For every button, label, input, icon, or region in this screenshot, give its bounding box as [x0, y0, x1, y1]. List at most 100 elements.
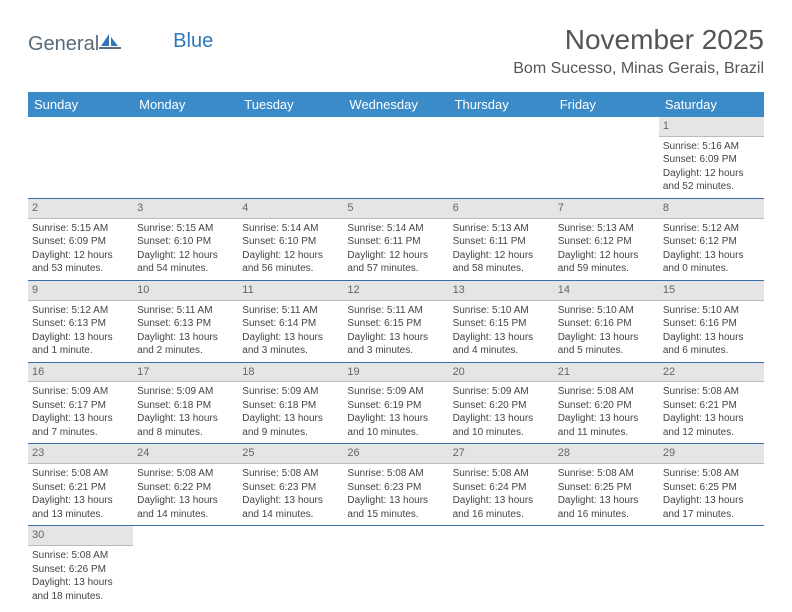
daylight-line: Daylight: 13 hours and 3 minutes.	[347, 331, 444, 358]
sunrise-line: Sunrise: 5:09 AM	[453, 385, 550, 399]
day-content: Sunrise: 5:09 AMSunset: 6:18 PMDaylight:…	[133, 382, 238, 443]
sunset-line: Sunset: 6:22 PM	[137, 481, 234, 495]
month-title: November 2025	[513, 24, 764, 56]
calendar-cell: 24 Sunrise: 5:08 AMSunset: 6:22 PMDayligh…	[133, 444, 238, 526]
day-content: Sunrise: 5:08 AMSunset: 6:23 PMDaylight:…	[343, 464, 448, 525]
day-number: 6	[449, 199, 554, 219]
calendar-cell: 17Sunrise: 5:09 AMSunset: 6:18 PMDayligh…	[133, 362, 238, 444]
sunrise-line: Sunrise: 5:14 AM	[347, 222, 444, 236]
day-number: 3	[133, 199, 238, 219]
calendar-cell	[659, 526, 764, 607]
sunset-line: Sunset: 6:16 PM	[558, 317, 655, 331]
weekday-header: Wednesday	[343, 92, 448, 117]
day-number: 11	[238, 281, 343, 301]
daylight-line: Daylight: 13 hours and 6 minutes.	[663, 331, 760, 358]
calendar-cell	[28, 117, 133, 198]
day-number: 16	[28, 363, 133, 383]
sunset-line: Sunset: 6:18 PM	[242, 399, 339, 413]
calendar-cell: 20Sunrise: 5:09 AMSunset: 6:20 PMDayligh…	[449, 362, 554, 444]
header: General Blue November 2025 Bom Sucesso, …	[28, 24, 764, 86]
day-content: Sunrise: 5:12 AMSunset: 6:13 PMDaylight:…	[28, 301, 133, 362]
daylight-line: Daylight: 13 hours and 18 minutes.	[32, 576, 129, 603]
sunrise-line: Sunrise: 5:08 AM	[137, 467, 234, 481]
day-content: Sunrise: 5:14 AMSunset: 6:11 PMDaylight:…	[343, 219, 448, 280]
calendar-cell	[238, 526, 343, 607]
day-number: 13	[449, 281, 554, 301]
sunrise-line: Sunrise: 5:09 AM	[137, 385, 234, 399]
daylight-line: Daylight: 12 hours and 56 minutes.	[242, 249, 339, 276]
calendar-row: 1Sunrise: 5:16 AMSunset: 6:09 PMDaylight…	[28, 117, 764, 198]
weekday-header: Sunday	[28, 92, 133, 117]
day-content: Sunrise: 5:13 AMSunset: 6:11 PMDaylight:…	[449, 219, 554, 280]
location-text: Bom Sucesso, Minas Gerais, Brazil	[513, 60, 764, 78]
daylight-line: Daylight: 13 hours and 16 minutes.	[558, 494, 655, 521]
sunset-line: Sunset: 6:17 PM	[32, 399, 129, 413]
calendar-cell: 15Sunrise: 5:10 AMSunset: 6:16 PMDayligh…	[659, 280, 764, 362]
daylight-line: Daylight: 13 hours and 10 minutes.	[347, 412, 444, 439]
calendar-cell: 9Sunrise: 5:12 AMSunset: 6:13 PMDaylight…	[28, 280, 133, 362]
sunset-line: Sunset: 6:13 PM	[32, 317, 129, 331]
calendar-cell	[343, 526, 448, 607]
day-number: 17	[133, 363, 238, 383]
sunset-line: Sunset: 6:25 PM	[558, 481, 655, 495]
daylight-line: Daylight: 13 hours and 14 minutes.	[137, 494, 234, 521]
daylight-line: Daylight: 13 hours and 0 minutes.	[663, 249, 760, 276]
day-number: 24	[133, 444, 238, 464]
sunset-line: Sunset: 6:24 PM	[453, 481, 550, 495]
sunrise-line: Sunrise: 5:10 AM	[663, 304, 760, 318]
daylight-line: Daylight: 13 hours and 8 minutes.	[137, 412, 234, 439]
sunrise-line: Sunrise: 5:10 AM	[558, 304, 655, 318]
weekday-header: Tuesday	[238, 92, 343, 117]
calendar-cell	[133, 526, 238, 607]
sunrise-line: Sunrise: 5:08 AM	[663, 467, 760, 481]
day-content: Sunrise: 5:08 AMSunset: 6:20 PMDaylight:…	[554, 382, 659, 443]
day-number: 10	[133, 281, 238, 301]
sunrise-line: Sunrise: 5:11 AM	[347, 304, 444, 318]
sunrise-line: Sunrise: 5:08 AM	[453, 467, 550, 481]
day-number: 25	[238, 444, 343, 464]
calendar-cell: 29Sunrise: 5:08 AMSunset: 6:25 PMDayligh…	[659, 444, 764, 526]
sunset-line: Sunset: 6:10 PM	[242, 235, 339, 249]
sunset-line: Sunset: 6:11 PM	[347, 235, 444, 249]
sunset-line: Sunset: 6:09 PM	[32, 235, 129, 249]
sunset-line: Sunset: 6:23 PM	[242, 481, 339, 495]
day-content: Sunrise: 5:08 AMSunset: 6:21 PMDaylight:…	[659, 382, 764, 443]
sunset-line: Sunset: 6:25 PM	[663, 481, 760, 495]
day-content: Sunrise: 5:08 AMSunset: 6:26 PMDaylight:…	[28, 546, 133, 607]
calendar-cell: 22Sunrise: 5:08 AMSunset: 6:21 PMDayligh…	[659, 362, 764, 444]
daylight-line: Daylight: 13 hours and 1 minute.	[32, 331, 129, 358]
daylight-line: Daylight: 13 hours and 10 minutes.	[453, 412, 550, 439]
day-content: Sunrise: 5:09 AMSunset: 6:17 PMDaylight:…	[28, 382, 133, 443]
title-block: November 2025 Bom Sucesso, Minas Gerais,…	[513, 24, 764, 86]
day-number: 8	[659, 199, 764, 219]
calendar-row: 16Sunrise: 5:09 AMSunset: 6:17 PMDayligh…	[28, 362, 764, 444]
calendar-cell	[449, 117, 554, 198]
sunset-line: Sunset: 6:12 PM	[558, 235, 655, 249]
calendar-cell: 21Sunrise: 5:08 AMSunset: 6:20 PMDayligh…	[554, 362, 659, 444]
sail-icon	[99, 32, 121, 56]
day-number: 9	[28, 281, 133, 301]
calendar-row: 30Sunrise: 5:08 AMSunset: 6:26 PMDayligh…	[28, 526, 764, 607]
day-content: Sunrise: 5:08 AMSunset: 6:25 PMDaylight:…	[659, 464, 764, 525]
brand-logo: General Blue	[28, 32, 213, 56]
calendar-cell: 10Sunrise: 5:11 AMSunset: 6:13 PMDayligh…	[133, 280, 238, 362]
brand-text-1: General	[28, 33, 99, 56]
day-content: Sunrise: 5:14 AMSunset: 6:10 PMDaylight:…	[238, 219, 343, 280]
daylight-line: Daylight: 12 hours and 52 minutes.	[663, 167, 760, 194]
sunset-line: Sunset: 6:20 PM	[453, 399, 550, 413]
day-number: 21	[554, 363, 659, 383]
sunrise-line: Sunrise: 5:08 AM	[32, 467, 129, 481]
sunrise-line: Sunrise: 5:12 AM	[663, 222, 760, 236]
day-number: 4	[238, 199, 343, 219]
day-content: Sunrise: 5:08 AMSunset: 6:25 PMDaylight:…	[554, 464, 659, 525]
calendar-cell	[343, 117, 448, 198]
calendar-cell: 12Sunrise: 5:11 AMSunset: 6:15 PMDayligh…	[343, 280, 448, 362]
weekday-header: Saturday	[659, 92, 764, 117]
sunset-line: Sunset: 6:15 PM	[347, 317, 444, 331]
day-content: Sunrise: 5:11 AMSunset: 6:13 PMDaylight:…	[133, 301, 238, 362]
calendar-row: 9Sunrise: 5:12 AMSunset: 6:13 PMDaylight…	[28, 280, 764, 362]
brand-text-2: Blue	[173, 30, 213, 53]
sunset-line: Sunset: 6:19 PM	[347, 399, 444, 413]
daylight-line: Daylight: 13 hours and 11 minutes.	[558, 412, 655, 439]
calendar-cell: 16Sunrise: 5:09 AMSunset: 6:17 PMDayligh…	[28, 362, 133, 444]
